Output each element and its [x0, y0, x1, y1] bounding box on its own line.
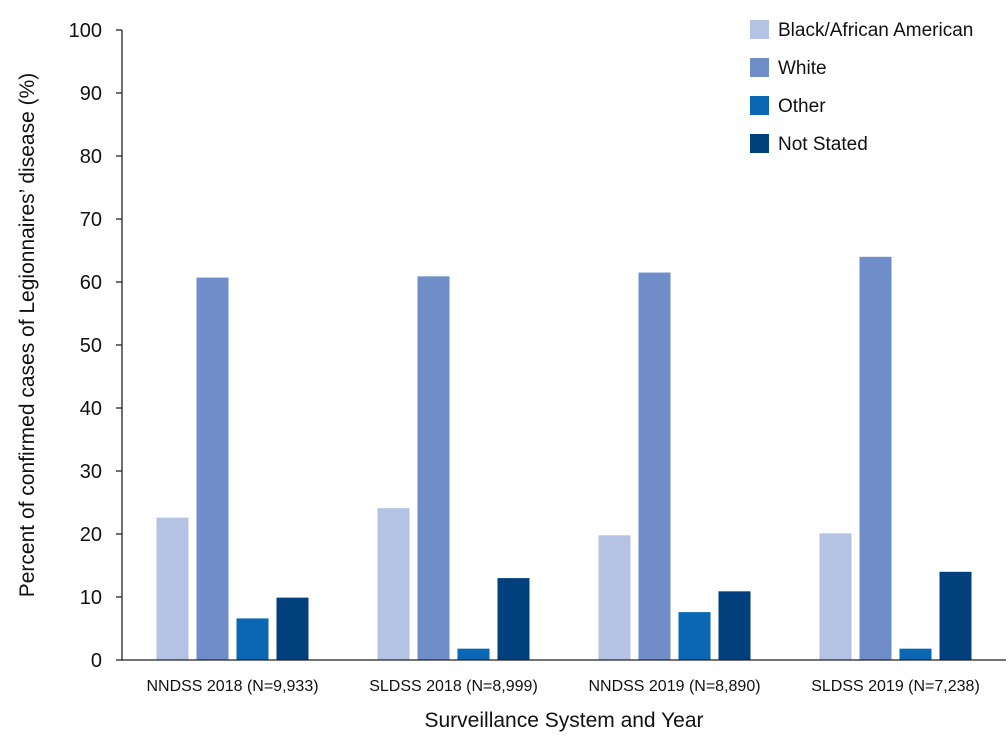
y-tick-label: 100: [69, 20, 102, 42]
bar: [819, 533, 852, 660]
bar: [497, 578, 530, 660]
y-axis-ticks: 0 10 20 30 40 50 60 70 80 90 100: [69, 20, 122, 672]
x-axis-title: Surveillance System and Year: [425, 709, 704, 732]
x-tick-label: SLDSS 2019 (N=7,238): [811, 678, 980, 695]
bar: [638, 272, 671, 660]
x-tick-label: NNDSS 2018 (N=9,933): [146, 678, 318, 695]
legend: Black/African American White Other Not Stat…: [750, 20, 973, 155]
bar: [598, 535, 631, 660]
legend-swatch: [750, 134, 769, 153]
legend-swatch: [750, 58, 769, 77]
x-tick-label: SLDSS 2018 (N=8,999): [369, 678, 538, 695]
y-tick-label: 80: [80, 146, 102, 168]
x-tick-label: NNDSS 2019 (N=8,890): [588, 678, 760, 695]
bar: [417, 276, 450, 660]
y-axis-title: Percent of confirmed cases of Legionnair…: [16, 73, 39, 598]
bar: [678, 612, 711, 660]
y-tick-label: 0: [91, 650, 102, 672]
bar: [939, 571, 972, 660]
y-tick-label: 90: [80, 83, 102, 105]
legend-label: White: [778, 58, 827, 79]
bars: [156, 256, 972, 660]
bar: [377, 508, 410, 660]
y-tick-label: 10: [80, 587, 102, 609]
y-tick-label: 20: [80, 524, 102, 546]
legend-label: Other: [778, 96, 826, 117]
legend-swatch: [750, 20, 769, 39]
bar: [236, 618, 269, 660]
bar: [457, 648, 490, 660]
bar: [196, 277, 229, 660]
legend-swatch: [750, 96, 769, 115]
y-tick-label: 50: [80, 335, 102, 357]
bar: [276, 597, 309, 660]
y-tick-label: 60: [80, 272, 102, 294]
y-tick-label: 30: [80, 461, 102, 483]
bar: [859, 256, 892, 660]
bar: [156, 517, 189, 660]
x-axis-tick-labels: NNDSS 2018 (N=9,933) SLDSS 2018 (N=8,999)…: [146, 678, 979, 695]
y-tick-label: 70: [80, 209, 102, 231]
legend-label: Not Stated: [778, 134, 868, 155]
bar: [718, 591, 751, 660]
legend-label: Black/African American: [778, 20, 973, 41]
y-tick-label: 40: [80, 398, 102, 420]
bar: [899, 648, 932, 660]
